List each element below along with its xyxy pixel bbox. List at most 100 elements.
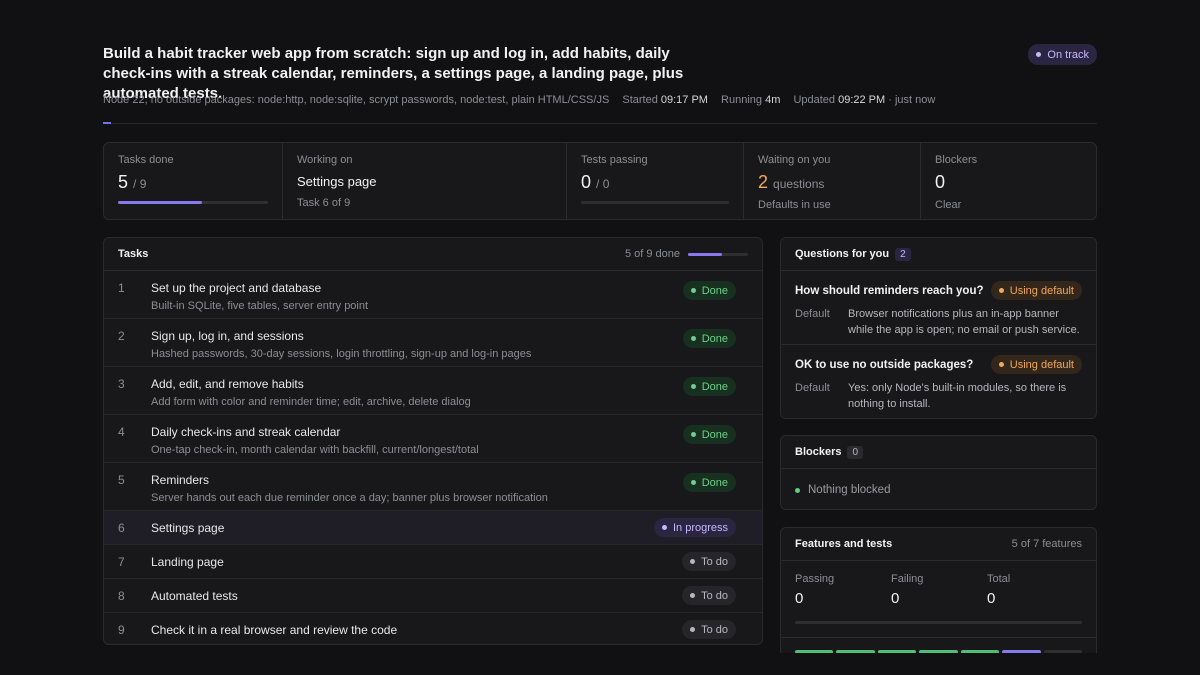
- task-desc: Hashed passwords, 30-day sessions, login…: [151, 348, 532, 360]
- started: 09:17 PM: [660, 94, 708, 106]
- progress-bar: [118, 201, 268, 204]
- stat: Tasks done 5 / 9: [104, 143, 282, 219]
- task-number: 2: [118, 329, 125, 343]
- task-number: 5: [118, 473, 125, 487]
- task-title: Sign up, log in, and sessions: [151, 329, 304, 343]
- task-body: Check it in a real browser and review th…: [151, 623, 682, 637]
- panel-title: Blockers: [795, 445, 842, 458]
- task-row: 4 Daily check-ins and streak calendar One-…: [104, 415, 762, 463]
- tests-bar: [795, 621, 1082, 624]
- task-status: To do: [682, 586, 736, 605]
- suffix: questions: [773, 177, 825, 191]
- feature-stats: Passing 0 Failing 0 Total 0: [781, 561, 1096, 607]
- task-body: Settings page: [151, 521, 654, 535]
- task-row: 3 Add, edit, and remove habits Add form wi…: [104, 367, 762, 415]
- question: OK to use no outside packages? Using defa…: [781, 345, 1096, 419]
- task-desc: Server hands out each due reminder once …: [151, 492, 548, 504]
- suffix: / 9: [133, 177, 147, 191]
- count-badge: 0: [847, 445, 864, 459]
- question-text: OK to use no outside packages?: [795, 358, 974, 371]
- answer: Yes: only Node's built-in modules, so th…: [848, 382, 1067, 410]
- task-row: 7 Landing page To do: [104, 545, 762, 579]
- project-title: Build a habit tracker web app from scrat…: [103, 45, 684, 102]
- task-status: To do: [682, 552, 736, 571]
- value: 0: [581, 172, 592, 192]
- panel-header: Tasks 5 of 9 done: [104, 238, 762, 271]
- blocker-item: Nothing blocked: [781, 469, 1096, 511]
- task-row: 1 Set up the project and database Built-in…: [104, 271, 762, 319]
- task-number: 7: [118, 554, 125, 569]
- running: 4m: [765, 94, 781, 106]
- progress-text: 5 of 9 done: [624, 248, 680, 260]
- task-desc: One-tap check-in, month calendar with ba…: [151, 444, 479, 456]
- task-body: Reminders Server hands out each due remin…: [151, 473, 683, 504]
- summary: 5 of 7 features: [1011, 538, 1082, 550]
- stat-value: 0: [987, 590, 996, 607]
- stat: Waiting on you 2 questions Defaults in u…: [743, 143, 920, 219]
- stat-label: Blockers: [935, 154, 978, 166]
- stat-value: 0: [935, 172, 946, 192]
- progress: 5 of 9 done: [625, 248, 748, 260]
- value: 5: [118, 172, 129, 192]
- task-number: 1: [118, 281, 125, 295]
- stats-card: Tasks done 5 / 9 Working on Settings pag…: [103, 142, 1097, 220]
- updated-label: Updated: [793, 94, 836, 106]
- task-title: Automated tests: [151, 588, 238, 603]
- task-number: 6: [118, 520, 125, 535]
- updated-note: · just now: [888, 94, 936, 106]
- panel-header: Features and tests 5 of 7 features: [781, 528, 1096, 561]
- task-list: 1 Set up the project and database Built-in…: [104, 271, 762, 644]
- count-badge: 2: [895, 247, 911, 261]
- meta-line: Node 22, no outside packages: node:http,…: [103, 94, 935, 106]
- stat-label: Working on: [297, 154, 353, 166]
- stat-value: 2 questions: [758, 172, 906, 193]
- task-status: Done: [682, 377, 736, 396]
- stat-label: Failing: [891, 573, 924, 585]
- stat-note: Defaults in use: [758, 199, 831, 211]
- task-status: Done: [682, 425, 736, 444]
- task-row: 6 Settings page In progress: [104, 511, 762, 545]
- task-row: 9 Check it in a real browser and review t…: [104, 613, 762, 644]
- stat-value: 0 / 0: [581, 172, 729, 193]
- status-badge: On track: [1028, 44, 1097, 65]
- stat-value: 5 / 9: [118, 172, 268, 193]
- stat: Tests passing 0 / 0: [566, 143, 743, 219]
- task-title: Add, edit, and remove habits: [151, 377, 304, 391]
- answer-label: Default: [795, 308, 830, 320]
- updated: 09:22 PM: [838, 94, 886, 106]
- stat-value: Settings page: [297, 174, 377, 189]
- stat-note: Task 6 of 9: [297, 197, 351, 209]
- task-body: Automated tests: [151, 589, 682, 603]
- task-status: Done: [682, 329, 736, 348]
- stat-note: Clear: [935, 199, 962, 211]
- panel-title: Questions for you: [795, 247, 890, 260]
- task-title: Daily check-ins and streak calendar: [151, 425, 341, 439]
- features-panel: Features and tests 5 of 7 features Passin…: [780, 527, 1097, 653]
- task-status: To do: [682, 620, 736, 639]
- blockers-panel: Blockers 0 Nothing blocked: [780, 435, 1097, 510]
- feature-segments: [781, 637, 1096, 653]
- stat-label: Tests passing: [581, 154, 648, 166]
- progress-bar: [688, 252, 748, 256]
- task-title: Check it in a real browser and review th…: [151, 622, 398, 637]
- task-number: 9: [118, 622, 125, 637]
- task-title: Settings page: [151, 520, 225, 535]
- default-badge: Using default: [990, 281, 1082, 300]
- tasks-panel: Tasks 5 of 9 done 1 Set up the project an…: [103, 237, 763, 645]
- stat-label: Waiting on you: [758, 154, 831, 166]
- task-body: Add, edit, and remove habits Add form wit…: [151, 377, 683, 408]
- task-row: 2 Sign up, log in, and sessions Hashed pas…: [104, 319, 762, 367]
- task-status: Done: [682, 473, 736, 492]
- suffix: / 0: [596, 177, 610, 191]
- panel-title-wrap: Blockers 0: [795, 445, 864, 459]
- stat-value: 0: [891, 590, 900, 607]
- task-status: In progress: [653, 518, 736, 537]
- task-desc: Built-in SQLite, five tables, server ent…: [151, 300, 369, 312]
- stat-value: 0: [795, 590, 804, 607]
- task-title: Landing page: [151, 554, 224, 569]
- stat-label: Total: [987, 573, 1011, 585]
- answer: Browser notifications plus an in-app ban…: [848, 308, 1080, 336]
- task-body: Daily check-ins and streak calendar One-t…: [151, 425, 683, 456]
- task-body: Sign up, log in, and sessions Hashed pass…: [151, 329, 683, 360]
- task-title: Set up the project and database: [151, 281, 322, 295]
